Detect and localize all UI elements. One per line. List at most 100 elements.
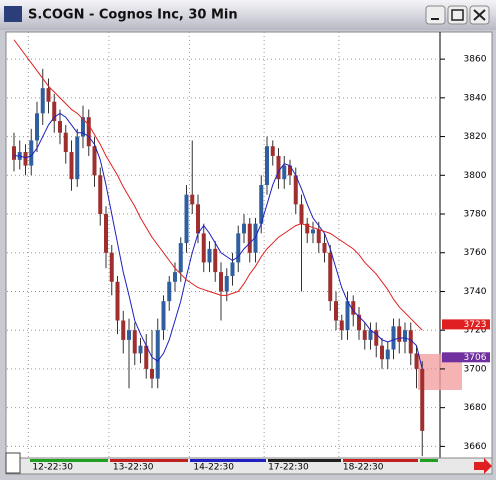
day-bar (190, 459, 266, 462)
candle-body (299, 204, 304, 224)
candle-body (201, 233, 206, 263)
candle-body (127, 330, 131, 340)
candle-body (288, 165, 292, 176)
candle-body (63, 132, 68, 153)
candle-body (420, 368, 425, 431)
moving-average-line (14, 112, 423, 370)
candle-body (253, 223, 258, 253)
candle-body (224, 275, 229, 292)
candle-body (150, 368, 154, 379)
day-bar (30, 459, 108, 462)
candle-body (345, 301, 350, 331)
scroll-arrow[interactable] (474, 458, 492, 474)
price-tag (442, 352, 490, 363)
candle-body (173, 272, 177, 282)
candle-body (374, 330, 379, 346)
candle-body (52, 101, 57, 122)
scroll-box[interactable] (5, 452, 21, 474)
x-tick-label: 13-22:30 (113, 463, 154, 473)
candle-body (339, 320, 344, 331)
candle-body (196, 204, 200, 234)
price-tag (442, 319, 490, 330)
candle-body (357, 314, 361, 331)
candle-body (242, 223, 246, 234)
x-tick-label: 14-22:30 (193, 463, 234, 473)
candle-body (115, 281, 120, 321)
maximize-icon (451, 9, 464, 21)
candle-body (230, 262, 235, 276)
candle-body (190, 194, 195, 205)
candle-body (144, 345, 149, 369)
x-tick-label: 17-22:30 (268, 463, 309, 473)
title-bar (0, 0, 496, 30)
maximize-button[interactable] (447, 5, 468, 25)
candle-body (109, 252, 114, 282)
candle-body (368, 330, 373, 340)
y-tick-label: 3820 (464, 132, 487, 142)
candle-body (311, 229, 315, 234)
candle-body (380, 345, 384, 360)
minimize-button[interactable] (425, 5, 446, 25)
candle-body (23, 152, 28, 166)
candle-body (328, 252, 333, 302)
candle-body (414, 353, 419, 369)
candle-body (351, 301, 356, 315)
candle-body (75, 136, 80, 180)
candle-body (282, 165, 287, 180)
window-title: S.COGN - Cognos Inc, 30 Min (28, 8, 238, 23)
candle-body (58, 121, 62, 133)
candle-body (236, 233, 241, 263)
y-tick-label: 3860 (464, 55, 487, 65)
candle-body (35, 113, 39, 141)
candle-body (305, 223, 310, 234)
x-tick-label: 18-22:30 (343, 463, 384, 473)
moving-average-line (13, 39, 423, 331)
window-buttons[interactable] (425, 5, 490, 25)
candle-body (132, 330, 137, 354)
day-bar (110, 459, 188, 462)
candle-body (29, 140, 34, 166)
candle-body (213, 248, 218, 273)
candle-body (293, 175, 298, 205)
y-tick-label: 3780 (464, 210, 487, 220)
candle-body (138, 345, 143, 354)
price-tag-label: 3706 (464, 353, 487, 363)
candle-body (155, 330, 160, 379)
candle-body (316, 229, 321, 244)
candle-body (270, 146, 275, 156)
candle-body (397, 326, 402, 342)
y-tick-label: 3700 (464, 364, 487, 374)
candle-body (81, 117, 85, 137)
y-tick-label: 3760 (464, 248, 487, 258)
candle-body (219, 272, 223, 292)
candle-body (403, 330, 407, 342)
app-icon (4, 6, 22, 22)
close-icon (473, 9, 486, 21)
candle-body (276, 155, 281, 180)
day-bar (420, 459, 438, 462)
candle-body (408, 330, 413, 354)
price-tag-label: 3723 (464, 320, 487, 330)
candle-body (184, 194, 189, 244)
day-bar (343, 459, 418, 462)
candle-body (259, 184, 264, 224)
candle-body (98, 175, 103, 215)
candle-body (265, 146, 269, 185)
candle-body (385, 349, 390, 360)
day-bar (268, 459, 341, 462)
candle-body (46, 88, 51, 102)
y-tick-label: 3720 (464, 326, 487, 336)
y-tick-label: 3680 (464, 403, 487, 413)
candle-body (167, 281, 172, 302)
candle-body (178, 243, 183, 273)
candle-body (247, 223, 252, 253)
y-tick-label: 3660 (464, 442, 487, 452)
candle-body (161, 301, 166, 331)
candle-body (86, 117, 91, 147)
candle-body (69, 152, 74, 180)
candle-body (121, 320, 126, 340)
y-tick-label: 3840 (464, 93, 487, 103)
day-color-bars (30, 459, 438, 462)
candle-body (40, 88, 45, 114)
